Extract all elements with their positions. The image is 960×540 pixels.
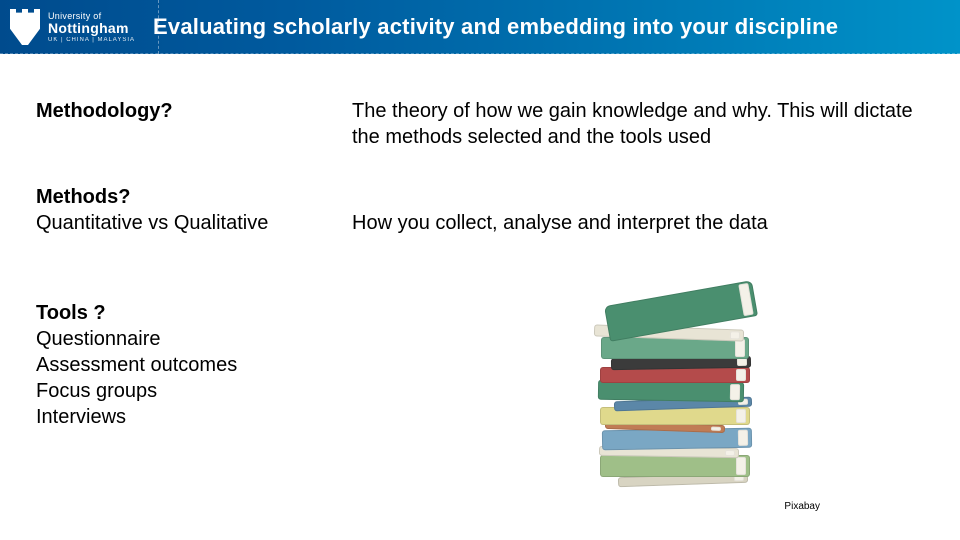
row3-left: Tools ? Questionnaire Assessment outcome… — [36, 300, 336, 430]
row1-right: The theory of how we gain knowledge and … — [352, 98, 924, 150]
row2-left-sub: Quantitative vs Qualitative — [36, 210, 336, 236]
row2-left-bold: Methods? — [36, 184, 336, 210]
row1-left-bold: Methodology? — [36, 100, 173, 122]
logo-text: University of Nottingham UK | CHINA | MA… — [48, 11, 135, 43]
row1-left: Methodology? — [36, 98, 336, 150]
logo-line3: UK | CHINA | MALAYSIA — [48, 37, 135, 43]
books-illustration — [580, 255, 770, 485]
image-credit: Pixabay — [784, 501, 820, 512]
slide-header: University of Nottingham UK | CHINA | MA… — [0, 0, 960, 54]
row3-left-sub: Questionnaire Assessment outcomes Focus … — [36, 326, 336, 430]
row2-left: Methods? Quantitative vs Qualitative — [36, 184, 336, 236]
logo-line2: Nottingham — [48, 20, 135, 36]
row3-left-bold: Tools ? — [36, 300, 336, 326]
row2-right: How you collect, analyse and interpret t… — [352, 184, 924, 236]
book-11 — [600, 455, 750, 477]
slide-content: Methodology? The theory of how we gain k… — [0, 54, 960, 430]
castle-icon — [10, 9, 40, 45]
book-5 — [598, 380, 744, 403]
slide-title: Evaluating scholarly activity and embedd… — [153, 14, 838, 40]
university-logo: University of Nottingham UK | CHINA | MA… — [10, 9, 135, 45]
